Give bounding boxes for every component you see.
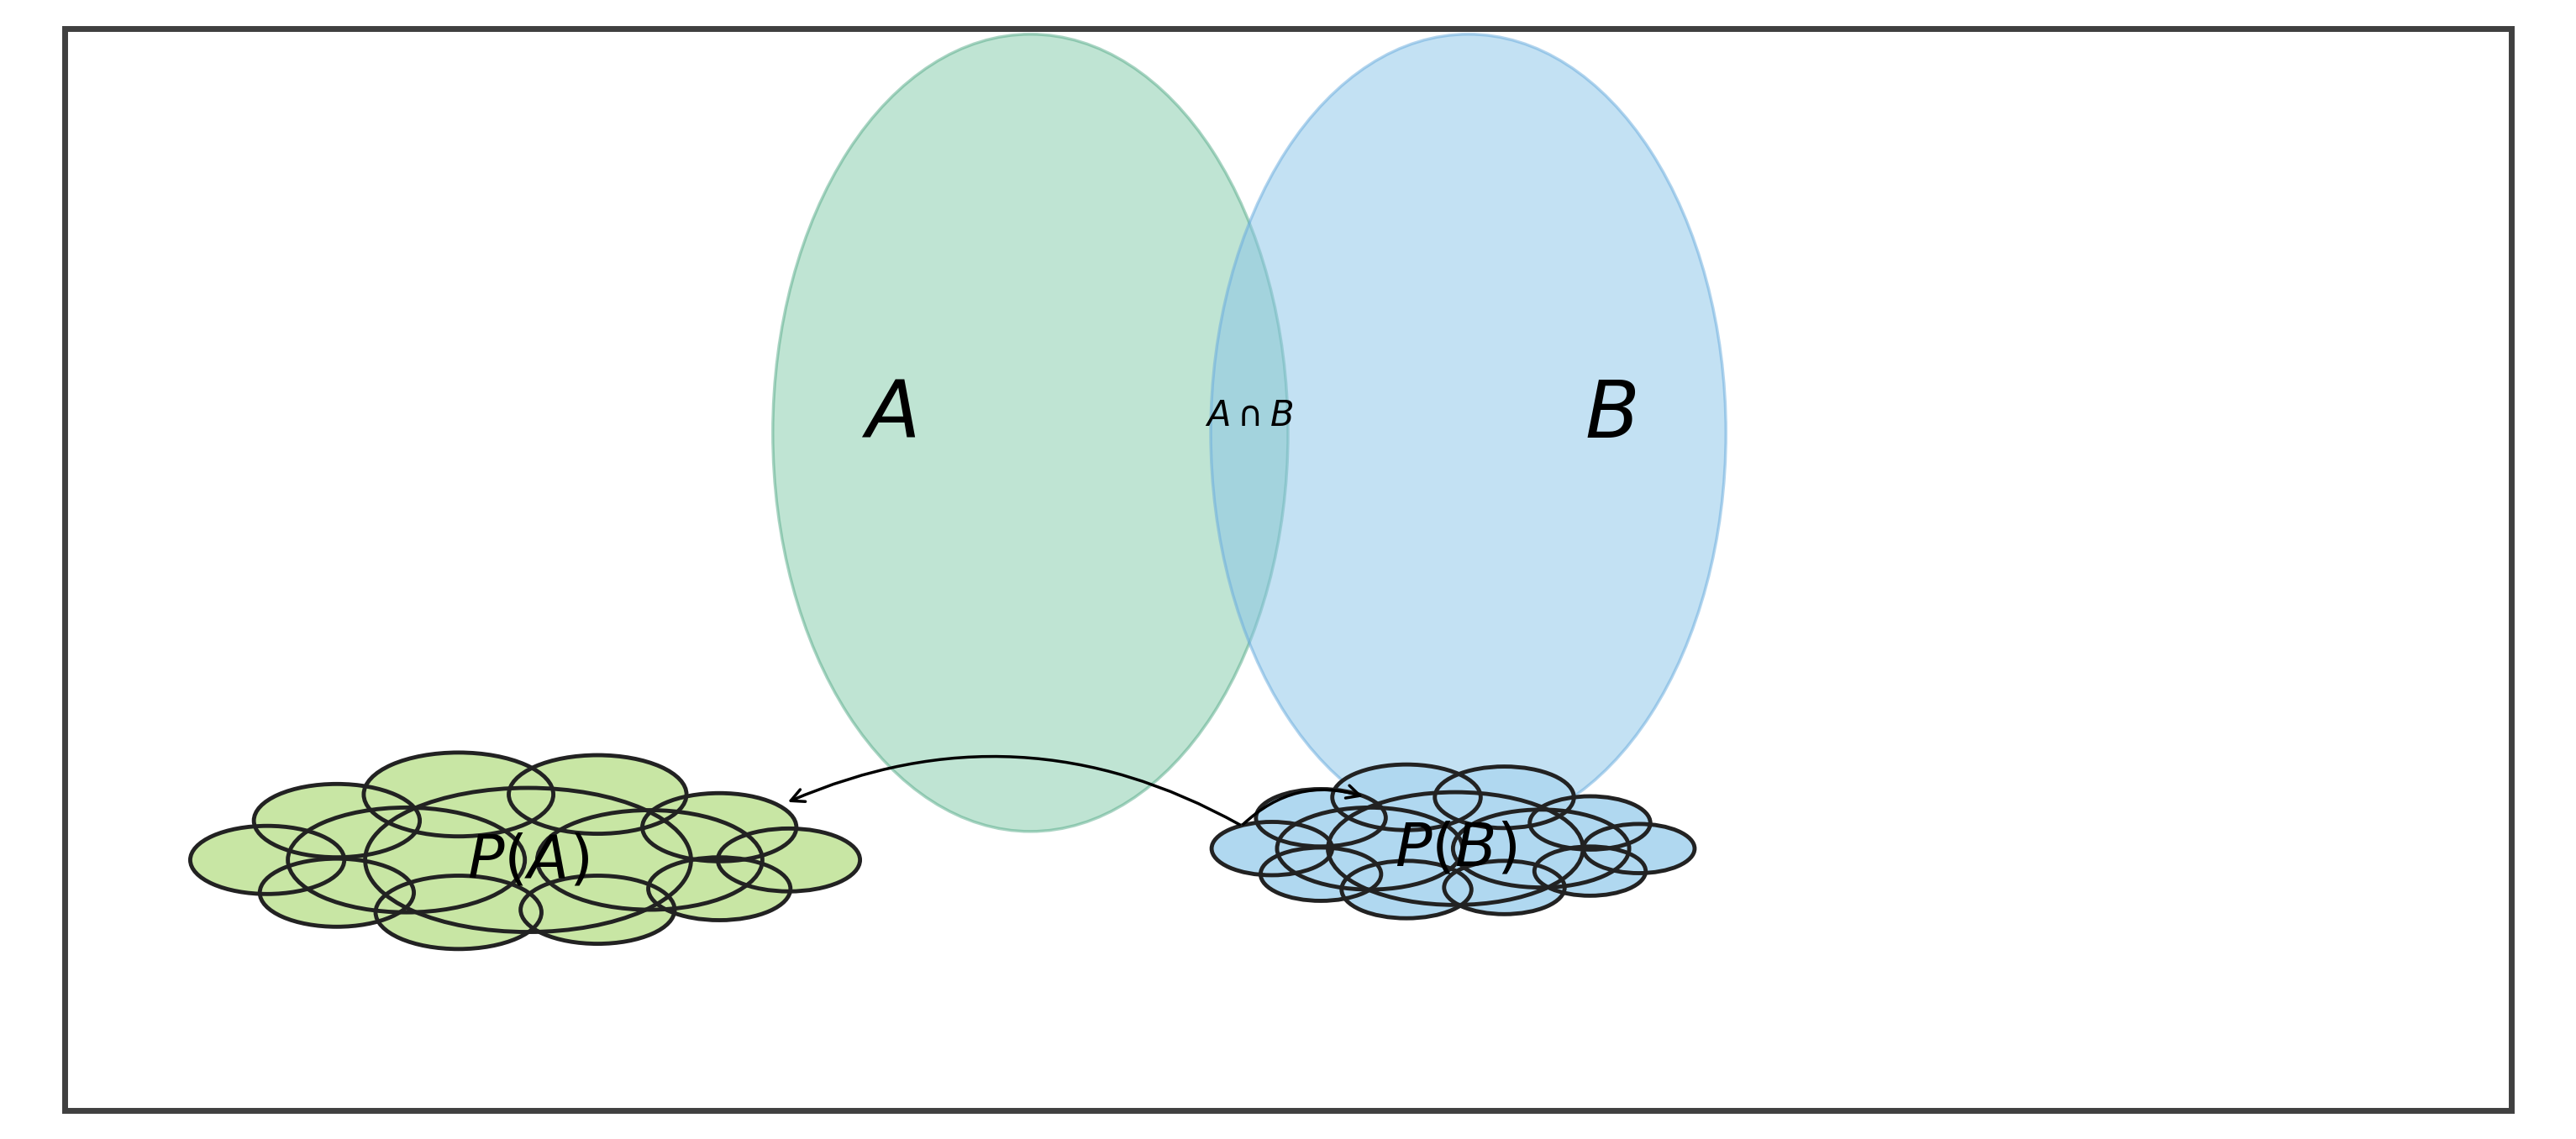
Circle shape [376, 876, 541, 949]
Ellipse shape [773, 34, 1288, 831]
Circle shape [1332, 764, 1481, 830]
Circle shape [1257, 789, 1386, 846]
Circle shape [1445, 861, 1564, 915]
Circle shape [1342, 861, 1471, 918]
Circle shape [260, 859, 415, 927]
Circle shape [1327, 793, 1582, 904]
Circle shape [1211, 822, 1332, 875]
Circle shape [1535, 846, 1646, 895]
Text: $B$: $B$ [1584, 378, 1636, 453]
Text: $A$: $A$ [860, 378, 917, 453]
Circle shape [366, 788, 690, 932]
Circle shape [507, 755, 685, 834]
Text: $P(A)$: $P(A)$ [466, 830, 590, 890]
Circle shape [1453, 810, 1628, 887]
Circle shape [191, 826, 345, 894]
Circle shape [641, 793, 796, 861]
Circle shape [719, 828, 860, 892]
Circle shape [289, 808, 526, 912]
Circle shape [538, 810, 762, 910]
Circle shape [363, 753, 554, 836]
Circle shape [1530, 796, 1651, 850]
Circle shape [1435, 767, 1574, 828]
Text: $A \cap B$: $A \cap B$ [1206, 399, 1293, 433]
Circle shape [1260, 847, 1381, 901]
Circle shape [520, 876, 675, 944]
Circle shape [1278, 808, 1463, 890]
Ellipse shape [1211, 34, 1726, 831]
Circle shape [649, 858, 791, 920]
Text: $P(B)$: $P(B)$ [1394, 819, 1517, 878]
Circle shape [255, 784, 420, 858]
Circle shape [1584, 823, 1695, 874]
